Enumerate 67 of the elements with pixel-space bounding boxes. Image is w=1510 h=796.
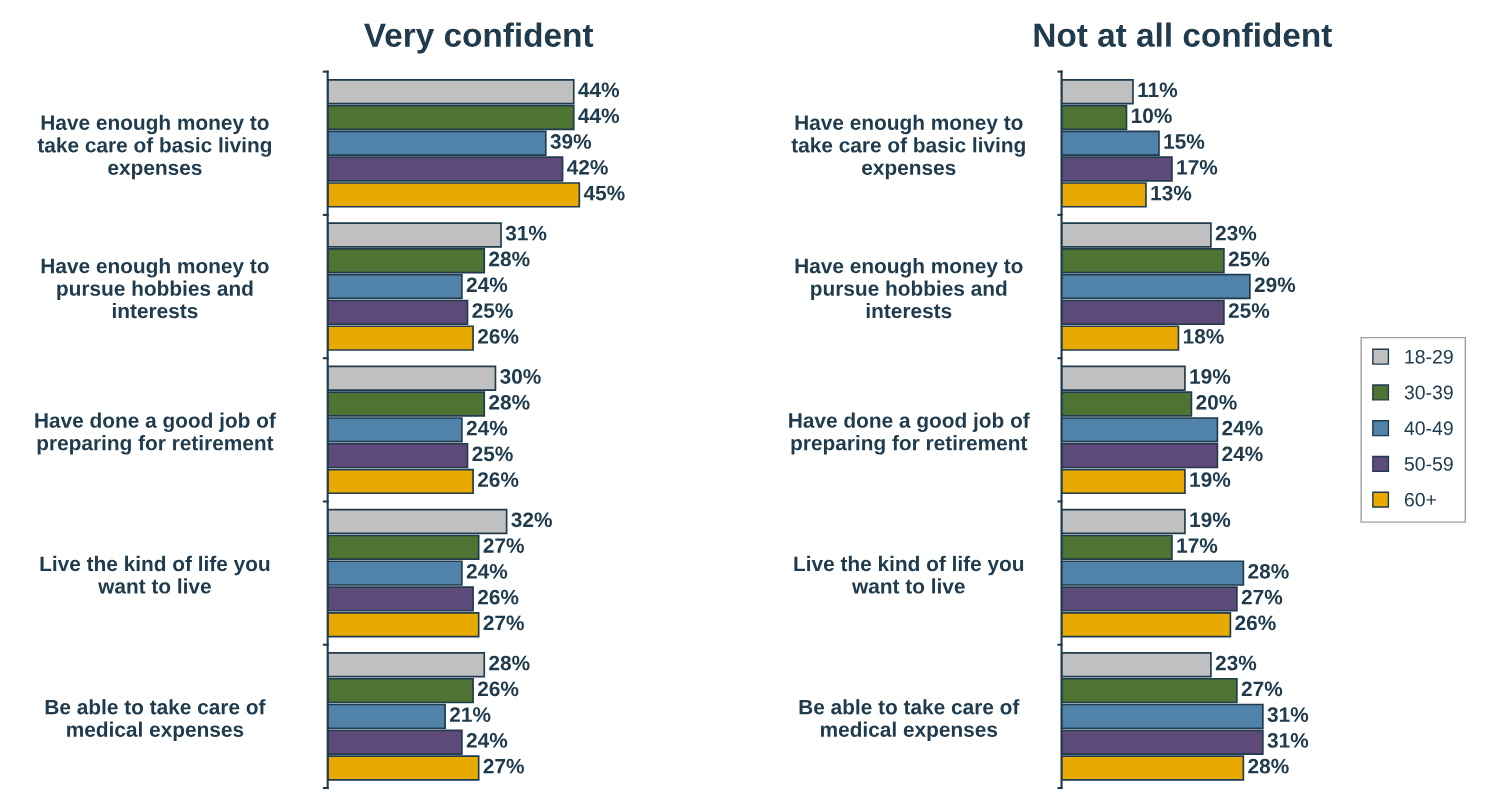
data-label: 27%: [483, 615, 524, 631]
data-label: 25%: [1228, 303, 1270, 318]
data-label: 27%: [1241, 681, 1283, 697]
y-tick-label: Be able to take care of medical expenses: [799, 699, 1020, 741]
chart-title: Not at all confident: [1034, 22, 1332, 47]
data-label: 20%: [1196, 394, 1237, 410]
data-label: 32%: [511, 512, 552, 528]
data-label: 31%: [1267, 707, 1309, 723]
data-label: 45%: [583, 185, 625, 201]
data-label: 26%: [477, 328, 519, 344]
data-label: 28%: [489, 655, 530, 671]
data-label: 31%: [505, 225, 547, 241]
data-label: 19%: [1190, 369, 1231, 384]
data-label: 17%: [1177, 538, 1218, 553]
data-label: 24%: [1222, 420, 1263, 436]
data-label: 24%: [466, 733, 508, 748]
data-label: 27%: [1241, 589, 1283, 605]
data-label: 13%: [1151, 185, 1192, 201]
data-label: 27%: [483, 538, 524, 553]
chart-title: Very confident: [364, 22, 594, 54]
legend-label: 50-59: [1404, 457, 1453, 471]
data-label: 24%: [466, 563, 508, 579]
data-label: 29%: [1254, 277, 1296, 293]
data-label: 26%: [477, 681, 519, 697]
data-label: 21%: [450, 707, 491, 722]
data-label: 26%: [477, 589, 519, 605]
legend-label: 18-29: [1405, 349, 1453, 364]
y-tick-label: Have enough money to take care of basic living expenses: [37, 114, 272, 180]
data-label: 26%: [1235, 615, 1276, 631]
y-tick-label: Live the kind of life you want to live: [794, 555, 1024, 594]
data-label: 30%: [500, 369, 541, 384]
data-label: 11%: [1138, 82, 1178, 98]
data-label: 15%: [1164, 134, 1205, 149]
y-tick-label: Have enough money to pursue hobbies and interests: [41, 258, 269, 319]
y-tick-label: Have done a good job of preparing for retirement: [35, 412, 276, 455]
data-label: 24%: [466, 420, 508, 436]
y-tick-label: Be able to take care of medical expenses: [45, 699, 266, 741]
data-label: 39%: [550, 134, 592, 149]
y-tick-label: Live the kind of life you want to live: [40, 555, 270, 594]
data-label: 25%: [472, 303, 513, 318]
data-label: 28%: [489, 251, 530, 267]
data-label: 26%: [477, 472, 519, 488]
data-label: 25%: [472, 446, 513, 462]
data-label: 28%: [1248, 563, 1289, 579]
data-label: 42%: [567, 159, 608, 175]
data-label: 28%: [489, 394, 530, 410]
data-label: 27%: [483, 758, 524, 774]
legend-label: 30-39: [1404, 385, 1453, 400]
data-label: 23%: [1215, 225, 1257, 241]
data-label: 18%: [1183, 328, 1224, 344]
y-tick-label: Have enough money to pursue hobbies and interests: [795, 258, 1023, 319]
legend-label: 40-49: [1404, 421, 1453, 436]
data-label: 44%: [578, 82, 620, 98]
data-label: 24%: [466, 277, 508, 293]
data-label: 31%: [1267, 733, 1309, 748]
y-tick-label: Have done a good job of preparing for retirement: [789, 412, 1030, 455]
data-label: 28%: [1248, 758, 1289, 774]
data-label: 24%: [1222, 446, 1263, 462]
legend-label: 60+: [1404, 492, 1436, 507]
y-tick-label: Have enough money to take care of basic living expenses: [791, 114, 1025, 180]
data-label: 17%: [1177, 159, 1218, 175]
data-label: 10%: [1131, 108, 1172, 124]
data-label: 25%: [1228, 251, 1270, 267]
data-label: 44%: [578, 108, 620, 124]
data-label: 19%: [1190, 472, 1231, 488]
data-label: 19%: [1190, 512, 1231, 528]
data-label: 23%: [1215, 655, 1257, 671]
